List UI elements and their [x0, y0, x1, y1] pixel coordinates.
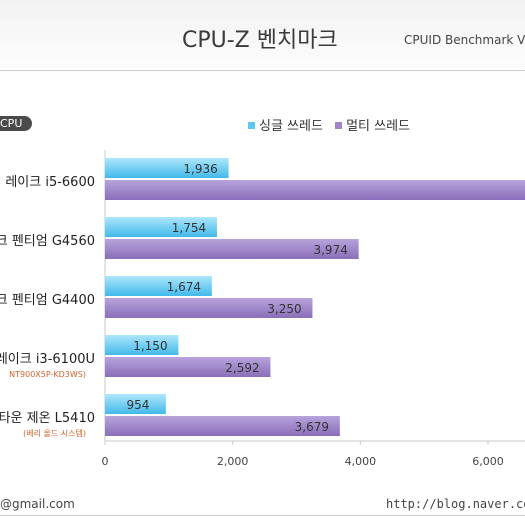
bar-single — [105, 158, 229, 178]
legend-item-single: 싱글 쓰레드 — [248, 115, 323, 134]
x-tick-label: 6,000 — [472, 455, 504, 468]
category-sublabel: (베리 올드 시스템) — [23, 428, 86, 438]
legend-label-single: 싱글 쓰레드 — [259, 119, 323, 134]
data-label: 954 — [126, 398, 149, 412]
footer-blog-link[interactable]: http://blog.naver.com/ — [386, 497, 525, 511]
legend-swatch-single — [248, 122, 255, 129]
legend-label-multi: 멀티 쓰레드 — [346, 119, 411, 134]
bar-single — [105, 335, 179, 355]
data-label: 1,150 — [133, 339, 167, 353]
x-tick-label: 4,000 — [345, 455, 377, 468]
chart-subtitle: CPUID Benchmark V. — [404, 33, 525, 47]
footer-divider — [0, 515, 525, 516]
category-sublabel: NT900X5P-KD3WS) — [9, 370, 86, 379]
data-label: 1,936 — [183, 162, 217, 176]
category-label: 레이크 i5-6600 — [5, 175, 95, 190]
bar-multi — [105, 180, 525, 200]
category-label: 레이크 i3-6100U — [0, 352, 95, 367]
footer-email: @gmail.com — [0, 497, 75, 511]
header: CPU-Z 벤치마크 CPUID Benchmark V. — [0, 0, 525, 71]
data-label: 3,974 — [313, 243, 347, 257]
legend-swatch-multi — [335, 122, 343, 129]
bar-single — [105, 276, 212, 296]
category-label: 크 펜티엄 G4400 — [0, 293, 95, 308]
bar-single — [105, 217, 217, 237]
data-label: 1,674 — [167, 280, 201, 294]
x-tick-label: 2,000 — [217, 455, 249, 468]
bar-multi — [105, 239, 359, 259]
data-label: 2,592 — [225, 361, 259, 375]
category-label: 타운 제온 L5410 — [0, 411, 95, 426]
bar-multi — [105, 357, 271, 377]
legend: 싱글 쓰레드 멀티 쓰레드 — [248, 115, 418, 134]
data-label: 3,679 — [295, 420, 329, 434]
category-label: 크 펜티엄 G4560 — [0, 234, 95, 249]
bar-single — [105, 394, 166, 414]
cpu-badge: CPU — [0, 116, 33, 131]
bar-multi — [105, 298, 313, 318]
data-label: 3,250 — [267, 302, 301, 316]
bar-multi — [105, 416, 340, 436]
data-label: 1,754 — [172, 221, 206, 235]
x-tick-label: 0 — [102, 455, 109, 468]
chart-title: CPU-Z 벤치마크 — [182, 28, 338, 53]
legend-item-multi: 멀티 쓰레드 — [335, 115, 410, 134]
